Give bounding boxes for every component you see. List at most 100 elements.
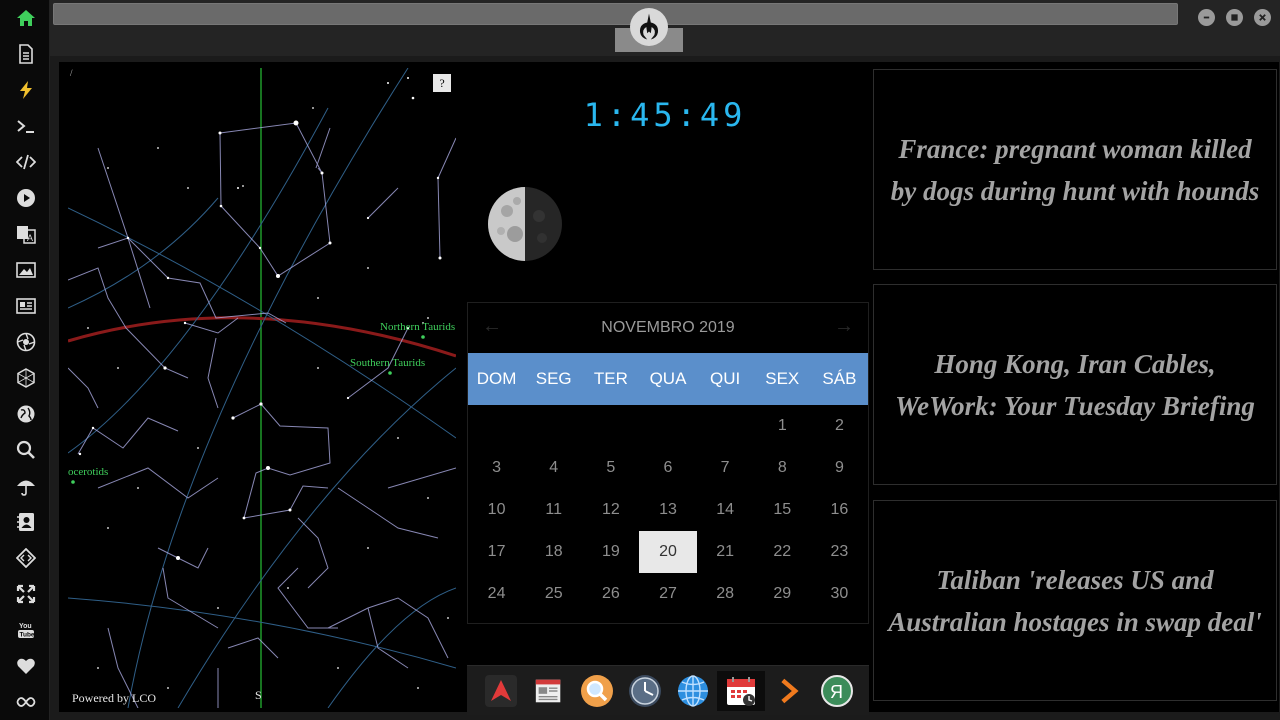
calendar-day[interactable]: 22 — [773, 543, 792, 560]
news-card[interactable]: Hong Kong, Iran Cables, WeWork: Your Tue… — [873, 284, 1277, 485]
sky-map[interactable]: / ? Northern Taurids Southern Taurids oc… — [68, 68, 456, 708]
calendar-day[interactable]: 3 — [492, 459, 502, 476]
newspaper-icon[interactable] — [529, 671, 569, 711]
calendar-header: ← NOVEMBRO 2019 → — [468, 303, 868, 353]
calendar-month-title: NOVEMBRO 2019 — [601, 319, 735, 336]
lightning-icon[interactable] — [14, 78, 38, 102]
globe-icon[interactable] — [14, 402, 38, 426]
sidebar: A You Tube — [0, 0, 50, 720]
home-icon[interactable] — [14, 6, 38, 30]
yandex-icon[interactable]: Я — [817, 671, 857, 711]
calendar-day[interactable]: 12 — [601, 501, 620, 518]
calendar-day[interactable]: 29 — [773, 585, 792, 602]
weekday-label: QUA — [649, 369, 687, 388]
calendar-day[interactable]: 28 — [716, 585, 735, 602]
sky-chart: / — [68, 68, 456, 708]
calendar-day[interactable]: 23 — [830, 543, 849, 560]
umbrella-icon[interactable] — [14, 474, 38, 498]
web-globe-icon[interactable] — [673, 671, 713, 711]
clock-icon[interactable] — [625, 671, 665, 711]
rebel-alliance-logo-icon[interactable] — [630, 8, 668, 46]
address-bar[interactable] — [53, 3, 1178, 25]
calendar-day[interactable]: 9 — [834, 459, 844, 476]
heart-icon[interactable] — [14, 654, 38, 678]
weekday-label: SEX — [765, 369, 800, 388]
minimize-button[interactable] — [1198, 9, 1215, 26]
news-card[interactable]: Taliban 'releases US and Australian host… — [873, 500, 1277, 701]
powered-by-label: Powered by LCO — [72, 691, 156, 705]
calendar-week-row: 3 4 5 6 7 8 9 — [468, 447, 868, 489]
news-icon[interactable] — [14, 294, 38, 318]
calendar-day[interactable]: 13 — [659, 501, 677, 518]
calendar-day — [468, 405, 525, 447]
calendar-day[interactable]: 11 — [545, 501, 563, 518]
calendar-day — [582, 405, 639, 447]
weekday-label: TER — [593, 369, 628, 388]
calendar-day[interactable]: 5 — [606, 459, 616, 476]
expand-icon[interactable] — [14, 582, 38, 606]
arch-logo-icon[interactable] — [481, 671, 521, 711]
calendar-day[interactable]: 25 — [544, 585, 563, 602]
calendar-day[interactable]: 1 — [777, 417, 787, 434]
infinity-icon[interactable] — [14, 690, 38, 714]
calendar-day[interactable]: 14 — [716, 501, 735, 518]
calendar-day — [639, 405, 696, 447]
news-headline: Hong Kong, Iran Cables, WeWork: Your Tue… — [895, 348, 1255, 421]
calendar-icon[interactable] — [717, 671, 765, 711]
calendar-day[interactable]: 16 — [830, 501, 849, 518]
arrow-right-icon[interactable] — [769, 671, 809, 711]
svg-text:A: A — [27, 233, 33, 243]
calendar-week-row: 17 18 19 20 21 22 23 — [468, 531, 868, 573]
calendar-day[interactable]: 2 — [834, 417, 844, 434]
calendar-day[interactable]: 17 — [487, 543, 506, 560]
calendar-week-row: 1 2 — [468, 405, 868, 447]
calendar-day[interactable]: 24 — [487, 585, 506, 602]
calendar-day[interactable]: 30 — [830, 585, 849, 602]
help-button[interactable]: ? — [433, 74, 451, 92]
calendar-day[interactable]: 10 — [487, 501, 506, 518]
youtube-icon[interactable]: You Tube — [14, 618, 38, 642]
svg-text:/: / — [70, 68, 73, 78]
calendar-week-row: 24 25 26 27 28 29 30 — [468, 573, 868, 615]
document-icon[interactable] — [14, 42, 38, 66]
calendar-day[interactable]: 26 — [601, 585, 620, 602]
calendar-week-row: 10 11 12 13 14 15 16 — [468, 489, 868, 531]
calendar-day[interactable]: 15 — [773, 501, 792, 518]
calendar-day — [697, 405, 754, 447]
moon-phase-icon — [487, 186, 563, 262]
compass-south-label: S — [255, 688, 262, 702]
search-icon[interactable] — [14, 438, 38, 462]
prev-month-button[interactable]: ← — [482, 315, 502, 337]
calendar-day[interactable]: 19 — [601, 543, 620, 560]
calendar-day[interactable]: 6 — [663, 459, 673, 476]
close-button[interactable] — [1254, 9, 1271, 26]
northern-taurids-label: Northern Taurids — [380, 321, 456, 333]
calendar-day[interactable]: 27 — [659, 585, 677, 602]
news-card[interactable]: France: pregnant woman killed by dogs du… — [873, 69, 1277, 270]
magnifier-icon[interactable] — [577, 671, 617, 711]
translate-icon[interactable]: A — [14, 222, 38, 246]
maximize-button[interactable] — [1226, 9, 1243, 26]
weekday-label: SÁB — [822, 369, 857, 388]
aperture-icon[interactable] — [14, 330, 38, 354]
code-tag-icon[interactable] — [14, 546, 38, 570]
code-icon[interactable] — [14, 150, 38, 174]
calendar-day[interactable]: 21 — [716, 543, 735, 560]
image-icon[interactable] — [14, 258, 38, 282]
calendar-day[interactable]: 18 — [544, 543, 563, 560]
calendar-day[interactable]: 8 — [777, 459, 787, 476]
contacts-icon[interactable] — [14, 510, 38, 534]
hexagon-icon[interactable] — [14, 366, 38, 390]
calendar-day[interactable]: 7 — [720, 459, 730, 476]
calendar-day[interactable]: 4 — [549, 459, 559, 476]
terminal-icon[interactable] — [14, 114, 38, 138]
calendar-widget: ← NOVEMBRO 2019 → DOM SEG TER QUA QUI SE… — [467, 302, 869, 624]
weekday-header-row: DOM SEG TER QUA QUI SEX SÁB — [468, 353, 868, 405]
southern-taurids-label: Southern Taurids — [350, 357, 426, 369]
weekday-label: SEG — [535, 369, 572, 388]
play-icon[interactable] — [14, 186, 38, 210]
next-month-button[interactable]: → — [834, 315, 854, 337]
calendar-day-selected[interactable]: 20 — [639, 531, 697, 573]
svg-text:Tube: Tube — [20, 632, 35, 639]
